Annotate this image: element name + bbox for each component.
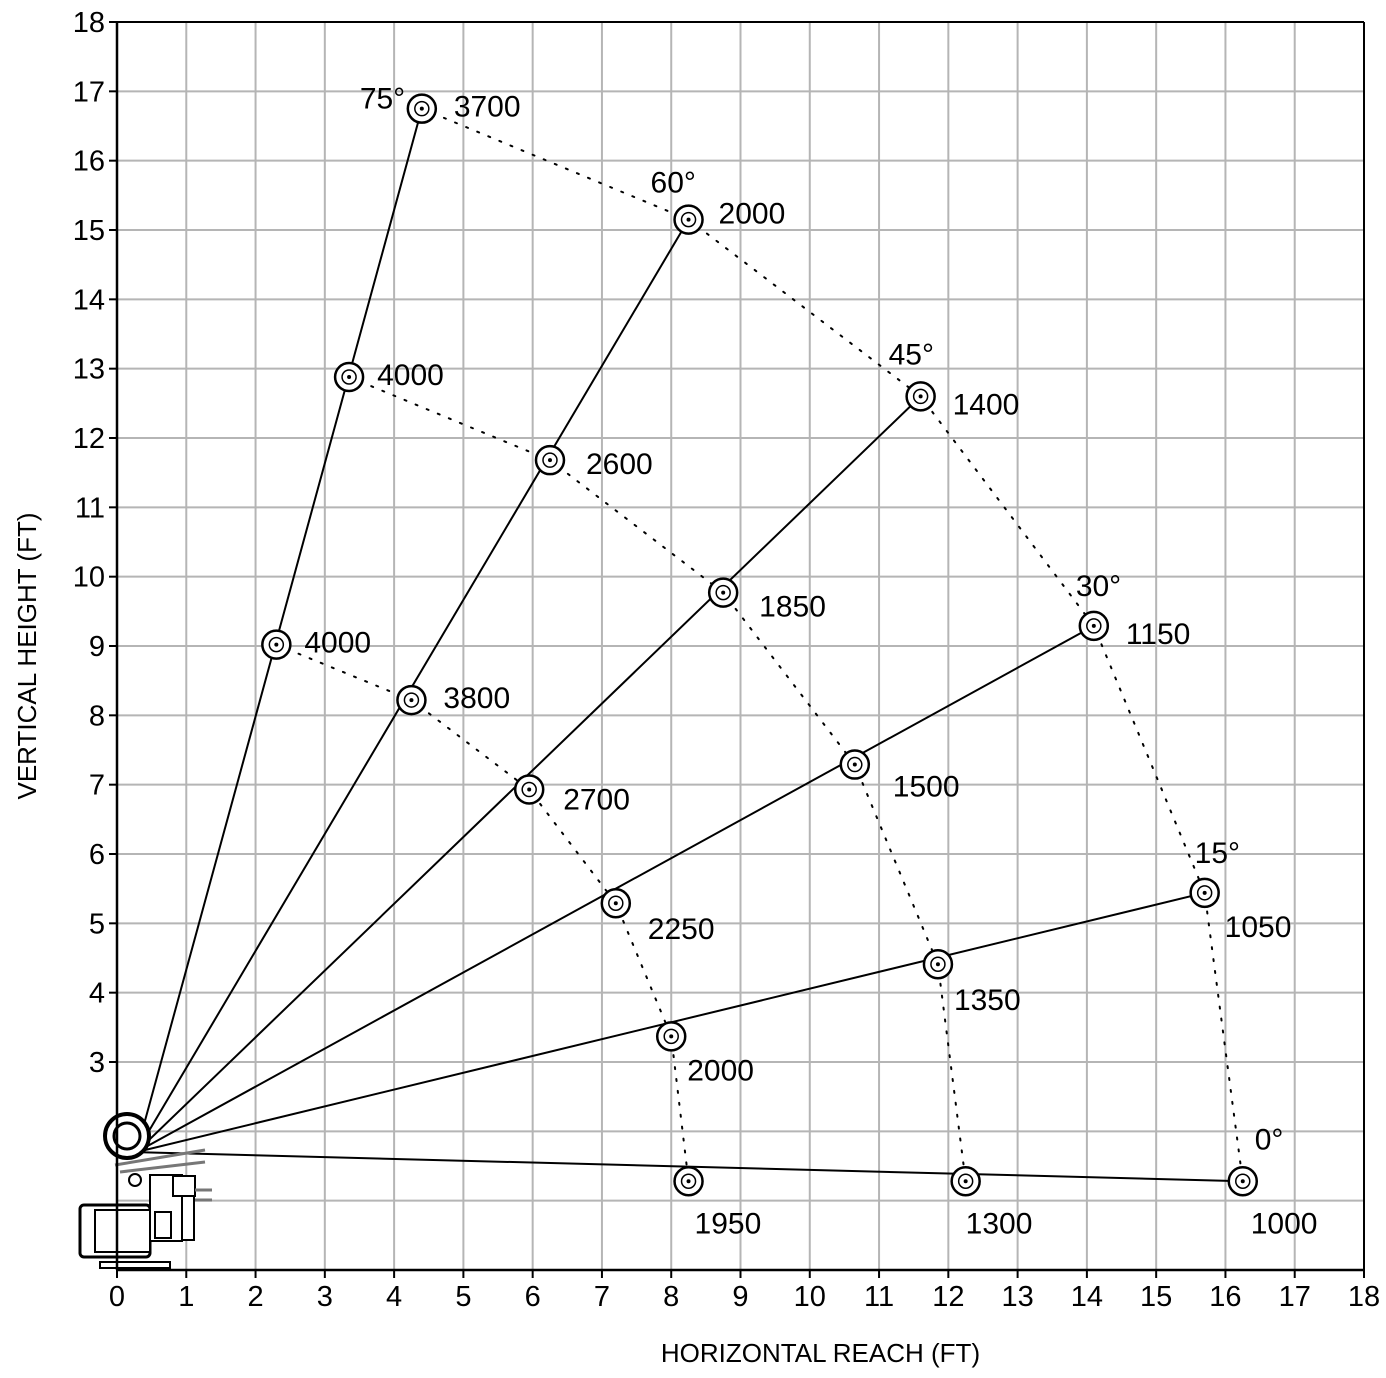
angle-label: 0° [1255, 1123, 1284, 1156]
load-label: 1350 [954, 984, 1021, 1017]
y-tick-label: 18 [73, 7, 105, 39]
extension-arcs [275, 107, 1244, 1183]
angle-label: 75° [360, 83, 405, 116]
load-point-center [1202, 890, 1207, 895]
x-tick-label: 6 [525, 1281, 541, 1313]
load-label: 4000 [304, 627, 371, 660]
x-tick-label: 1 [178, 1281, 194, 1313]
angle-label: 60° [651, 167, 696, 200]
x-tick-label: 16 [1209, 1281, 1241, 1313]
y-tick-label: 10 [73, 562, 105, 594]
load-label: 1000 [1251, 1207, 1318, 1240]
y-tick-label: 5 [89, 908, 105, 940]
x-tick-label: 11 [864, 1281, 894, 1313]
crane-drawing [78, 1112, 212, 1269]
x-tick-label: 14 [1071, 1281, 1103, 1313]
x-tick-label: 13 [1001, 1281, 1033, 1313]
load-point-center [918, 394, 923, 399]
x-tick-label: 7 [594, 1281, 610, 1313]
x-axis-title: HORIZONTAL REACH (FT) [661, 1338, 980, 1368]
y-tick-label: 3 [89, 1047, 105, 1079]
load-label: 4000 [377, 359, 444, 392]
boom-lines [135, 108, 1243, 1183]
load-label: 2700 [563, 784, 630, 817]
load-label: 2250 [648, 913, 715, 946]
load-point-center [1091, 623, 1096, 628]
load-label: 1850 [759, 591, 826, 624]
y-tick-label: 14 [73, 284, 105, 316]
x-tick-label: 17 [1279, 1281, 1311, 1313]
load-label: 1950 [695, 1207, 762, 1240]
load-point-center [935, 962, 940, 967]
load-label: 1050 [1225, 911, 1292, 944]
load-label: 1400 [953, 388, 1020, 421]
x-tick-label: 5 [455, 1281, 471, 1313]
x-tick-label: 12 [932, 1281, 964, 1313]
load-point-center [1240, 1179, 1245, 1184]
load-point-center [686, 1179, 691, 1184]
boom-line [135, 395, 922, 1153]
y-tick-label: 12 [73, 423, 105, 455]
load-label: 2000 [719, 198, 786, 231]
x-tick-label: 4 [386, 1281, 402, 1313]
load-label: 2600 [586, 448, 653, 481]
load-point-center [409, 698, 414, 703]
x-tick-label: 9 [732, 1281, 748, 1313]
y-tick-label: 13 [73, 354, 105, 386]
load-label: 1150 [1126, 618, 1191, 651]
load-point-center [852, 762, 857, 767]
load-label: 2000 [687, 1054, 754, 1087]
load-point-center [527, 787, 532, 792]
load-point-center [669, 1034, 674, 1039]
angle-label: 15° [1195, 837, 1240, 870]
load-points [261, 93, 1259, 1197]
load-labels: 4000 4000 3700 75° 3800 2600 2000 60° 2700 1850 14… [304, 83, 1317, 1241]
load-point-center [613, 901, 618, 906]
load-label: 3700 [454, 91, 521, 124]
y-tick-label: 11 [75, 492, 105, 524]
load-point-center [686, 217, 691, 222]
load-point-center [721, 590, 726, 595]
x-tick-label: 18 [1348, 1281, 1380, 1313]
extension-arc [275, 643, 690, 1183]
extension-arc [348, 375, 967, 1183]
load-label: 1500 [893, 771, 960, 804]
y-tick-label: 15 [73, 215, 105, 247]
load-point-center [419, 106, 424, 111]
y-axis-title: VERTICAL HEIGHT (FT) [12, 513, 42, 800]
x-tick-label: 10 [794, 1281, 826, 1313]
x-tick-label: 8 [663, 1281, 679, 1313]
x-tick-label: 0 [109, 1281, 125, 1313]
x-tick-label: 3 [317, 1281, 333, 1313]
axes: 0 1 2 3 4 5 6 7 8 9 10 11 12 13 14 15 16 17 18345678910111… [12, 7, 1380, 1368]
load-point-center [547, 458, 552, 463]
y-tick-label: 16 [73, 146, 105, 178]
load-point-center [274, 642, 279, 647]
angle-label: 30° [1076, 570, 1121, 603]
y-tick-label: 8 [89, 700, 105, 732]
y-tick-label: 6 [89, 839, 105, 871]
y-tick-label: 7 [89, 770, 105, 802]
load-point-center [347, 374, 352, 379]
y-tick-label: 17 [73, 76, 105, 108]
angle-label: 45° [889, 338, 934, 371]
x-tick-label: 15 [1140, 1281, 1172, 1313]
load-label: 3800 [443, 682, 510, 715]
x-tick-label: 2 [247, 1281, 263, 1313]
load-point-center [963, 1179, 968, 1184]
y-tick-label: 4 [89, 978, 105, 1010]
y-tick-label: 9 [89, 631, 105, 663]
extension-arc [420, 107, 1244, 1183]
load-label: 1300 [966, 1207, 1033, 1240]
